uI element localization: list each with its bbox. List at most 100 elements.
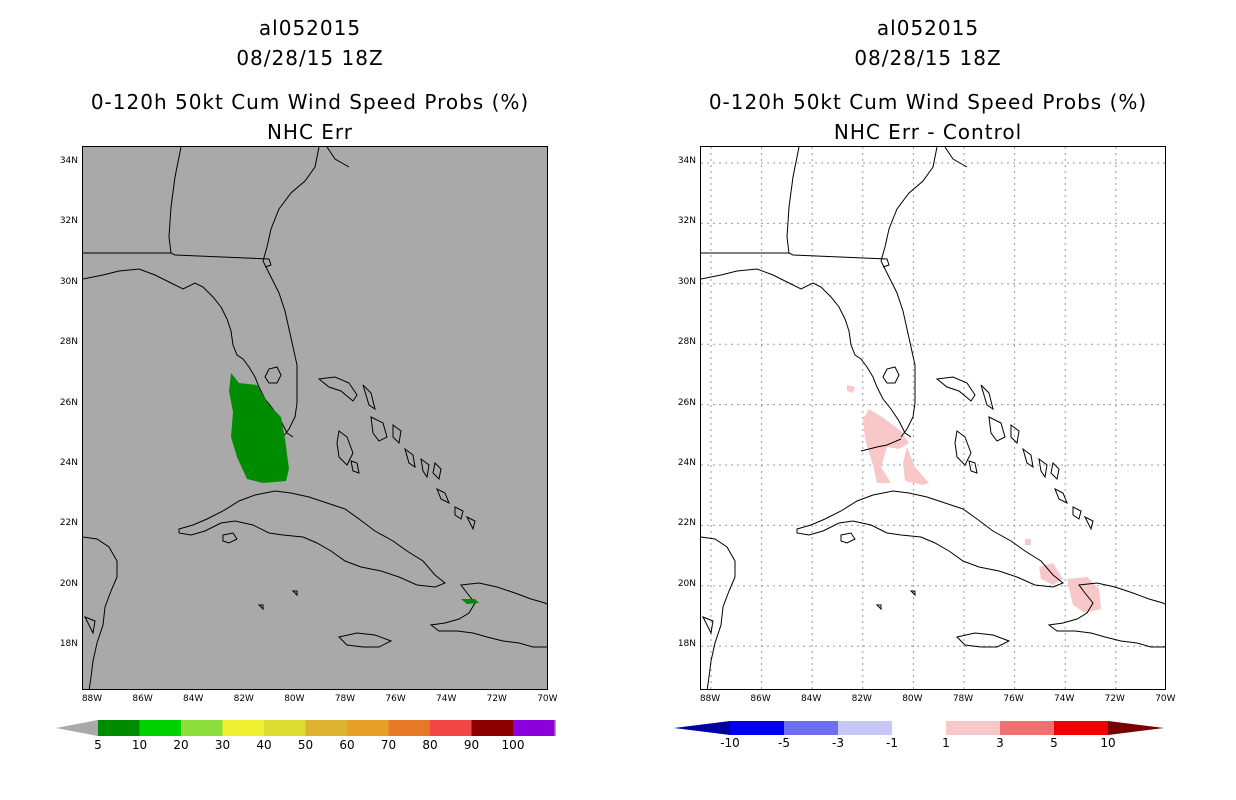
right-coastline-segment: [880, 260, 916, 438]
left-coastlines: [83, 147, 547, 689]
left-coastline-segment: [370, 416, 388, 442]
left-coastline-segment: [178, 490, 446, 588]
left-colorbar-tick-label: 20: [173, 738, 189, 752]
latitude-tick-label: 22N: [677, 518, 696, 529]
left-coastline-segment: [350, 460, 360, 474]
right-coastline-segment: [980, 384, 994, 411]
longitude-tick-label: 84W: [801, 694, 822, 704]
right-coastline-segment: [882, 366, 900, 384]
right-colorbar-tick-label: -10: [720, 736, 740, 750]
right-coastline-segment: [860, 438, 902, 452]
latitude-tick-label: 22N: [59, 518, 78, 529]
right-coastline-segment: [880, 147, 938, 262]
right-coastline-segment: [1038, 457, 1048, 479]
right-coastline-segment: [935, 376, 976, 402]
right-map-frame: [700, 146, 1166, 690]
longitude-tick-label: 72W: [1104, 694, 1125, 704]
left-coastline-segment: [262, 260, 298, 438]
right-difference-area-keys: [903, 447, 929, 485]
latitude-tick-label: 18N: [59, 639, 78, 650]
right-colorbar-tick-label: -5: [778, 736, 790, 750]
right-coastline-segment: [1047, 582, 1165, 648]
right-coastline-segment: [701, 616, 714, 635]
left-coastline-segment: [432, 461, 442, 481]
right-coastlines: [701, 147, 1165, 689]
left-colorbar-tick-label: 90: [463, 738, 480, 752]
right-difference-area-haiti-a: [1039, 563, 1063, 585]
left-colorbar-tick-label: 70: [380, 738, 397, 752]
left-colorbar-tick-label: 60: [339, 738, 355, 752]
left-map-canvas: [83, 147, 547, 689]
right-colorbar-tick-label: 5: [1050, 736, 1058, 750]
right-colorbar-tick-label: -1: [886, 736, 898, 750]
left-probability-area-hispaniola: [461, 599, 479, 604]
right-difference-area-dot: [847, 385, 855, 393]
left-coastline-segment: [465, 515, 476, 531]
left-colorbar-extend-high: [554, 720, 556, 736]
left-colorbar-swatch: [471, 720, 513, 736]
longitude-tick-label: 88W: [81, 694, 103, 704]
right-map-canvas: [701, 147, 1165, 689]
left-title: 0-120h 50kt Cum Wind Speed Probs (%): [90, 90, 530, 114]
left-coastline-segment: [222, 532, 238, 544]
left-coastline-segment: [420, 457, 430, 479]
right-colorbar-swatch: [784, 721, 838, 735]
right-coastline-segment: [701, 536, 736, 689]
latitude-tick-label: 28N: [677, 337, 696, 348]
right-coastline-segment: [701, 268, 912, 438]
right-colorbar-extend-low: [674, 721, 730, 735]
left-colorbar-tick-label: 40: [256, 738, 272, 752]
latitude-tick-label: 32N: [677, 216, 696, 227]
right-coastline-segment: [944, 147, 968, 168]
longitude-tick-label: 88W: [699, 694, 721, 704]
left-coastline-segment: [291, 590, 298, 597]
left-subtitle: NHC Err: [266, 120, 354, 144]
longitude-tick-label: 78W: [334, 694, 356, 704]
left-colorbar-tick-label: 30: [214, 738, 231, 752]
right-colorbar: [674, 721, 1164, 735]
left-coastline-segment: [83, 536, 118, 689]
right-coastline-segment: [1010, 424, 1020, 445]
latitude-tick-label: 30N: [677, 276, 696, 287]
right-difference-area-small: [1025, 539, 1031, 545]
longitude-tick-label: 70W: [537, 694, 558, 704]
left-coastline-segment: [392, 424, 402, 445]
right-colorbar-tick-label: -3: [832, 736, 844, 750]
left-coastline-segment: [83, 616, 96, 635]
left-colorbar-tick-label: 100: [501, 738, 525, 752]
latitude-tick-label: 34N: [59, 156, 78, 166]
right-coastline-segment: [701, 252, 890, 268]
right-subtitle: NHC Err - Control: [833, 120, 1023, 144]
right-coastline-segment: [954, 430, 972, 466]
left-colorbar-tick-label: 50: [297, 738, 314, 752]
longitude-tick-label: 80W: [902, 694, 923, 704]
latitude-tick-label: 20N: [677, 578, 696, 589]
right-coastline-segment: [840, 532, 856, 544]
longitude-tick-label: 86W: [132, 694, 153, 704]
longitude-tick-label: 72W: [486, 694, 507, 704]
longitude-tick-label: 82W: [851, 694, 872, 704]
latitude-tick-label: 20N: [59, 578, 78, 589]
longitude-tick-label: 84W: [183, 694, 204, 704]
left-coastline-segment: [262, 147, 320, 262]
right-coastline-segment: [1054, 487, 1068, 505]
latitude-tick-label: 28N: [59, 337, 78, 348]
left-colorbar-swatch: [222, 720, 264, 736]
left-colorbar-swatch: [139, 720, 181, 736]
longitude-tick-label: 86W: [750, 694, 771, 704]
right-colorbar-swatch: [1000, 721, 1054, 735]
left-coastline-segment: [326, 147, 350, 168]
left-colorbar-swatch: [181, 720, 223, 736]
latitude-tick-label: 34N: [677, 156, 696, 166]
left-map-background: [83, 147, 547, 689]
latitude-tick-label: 24N: [677, 458, 696, 468]
left-colorbar-tick-label: 5: [94, 738, 102, 752]
right-coastline-segment: [968, 460, 978, 474]
left-coastline-segment: [336, 430, 354, 466]
left-colorbar-swatch: [513, 720, 555, 736]
left-colorbar-extend-low: [56, 720, 98, 736]
latitude-tick-label: 30N: [59, 276, 78, 287]
longitude-tick-label: 76W: [385, 694, 406, 704]
left-probability-area: [229, 373, 289, 483]
longitude-tick-label: 80W: [284, 694, 305, 704]
